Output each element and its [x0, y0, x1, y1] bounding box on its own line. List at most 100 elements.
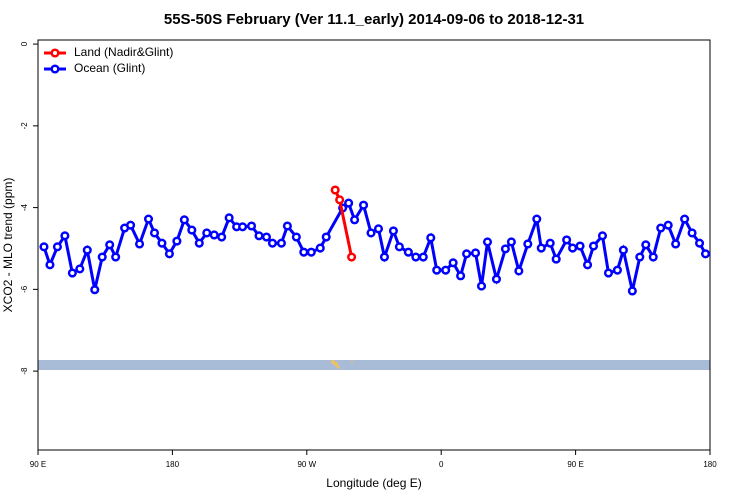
series-line	[42, 200, 707, 292]
point	[671, 239, 681, 249]
point	[411, 252, 421, 262]
point	[568, 243, 578, 253]
point	[388, 226, 398, 236]
point	[224, 213, 234, 223]
y-tick-label: -2	[20, 122, 29, 130]
point	[687, 228, 697, 238]
point	[291, 232, 301, 242]
point	[648, 252, 658, 262]
legend-label: Ocean (Glint)	[74, 61, 145, 75]
point	[164, 249, 174, 259]
point	[694, 238, 705, 248]
point	[680, 214, 690, 224]
point	[254, 231, 264, 241]
point	[330, 185, 340, 195]
x-tick-label: 90 E	[567, 460, 583, 469]
point	[603, 268, 614, 278]
point	[366, 228, 376, 238]
point	[532, 214, 542, 224]
point	[209, 230, 219, 240]
point	[523, 239, 533, 249]
point	[418, 252, 428, 262]
point	[588, 241, 599, 251]
point	[448, 258, 458, 268]
chart-title: 55S-50S February (Ver 11.1_early) 2014-0…	[164, 11, 584, 28]
point	[635, 252, 645, 262]
point	[514, 266, 524, 276]
point	[282, 221, 292, 231]
point	[373, 224, 384, 234]
y-tick-label: 0	[20, 41, 29, 46]
point	[344, 198, 354, 208]
point	[82, 245, 92, 255]
point	[90, 285, 100, 295]
point	[217, 232, 227, 242]
point	[60, 231, 70, 241]
point	[105, 240, 115, 250]
x-tick-label: 90 E	[30, 460, 46, 469]
point	[612, 265, 622, 275]
point	[52, 242, 62, 252]
point	[194, 238, 204, 248]
point	[545, 238, 555, 248]
point	[267, 238, 278, 248]
point	[276, 238, 286, 248]
point	[246, 221, 257, 231]
x-tick-label: 180	[166, 460, 180, 469]
legend-marker	[50, 64, 60, 74]
point	[202, 228, 212, 238]
point	[656, 223, 666, 233]
point	[403, 247, 413, 257]
point	[500, 244, 510, 254]
y-tick-label: -4	[20, 203, 29, 211]
point	[306, 247, 316, 257]
point	[426, 233, 436, 243]
point	[394, 242, 404, 252]
point	[582, 260, 593, 270]
point	[663, 220, 673, 230]
point	[506, 237, 516, 247]
point	[157, 238, 167, 248]
point	[126, 220, 136, 230]
point	[491, 274, 502, 284]
legend-marker	[50, 48, 60, 58]
point	[172, 236, 182, 246]
point	[358, 200, 369, 210]
point	[462, 249, 472, 259]
point	[111, 252, 121, 262]
x-axis-label: Longitude (deg E)	[326, 476, 421, 490]
point	[97, 252, 107, 262]
point	[562, 235, 572, 245]
point	[261, 232, 272, 242]
point	[350, 215, 360, 225]
point	[134, 239, 145, 249]
point	[187, 225, 197, 235]
point	[476, 281, 487, 291]
point	[379, 252, 390, 262]
y-tick-label: -8	[20, 367, 29, 375]
y-tick-label: -6	[20, 285, 29, 293]
point	[67, 268, 77, 278]
legend-label: Land (Nadir&Glint)	[74, 45, 173, 59]
point	[321, 232, 331, 242]
point	[39, 242, 49, 252]
point	[179, 215, 189, 225]
point	[238, 222, 248, 232]
point	[536, 243, 546, 253]
point	[335, 195, 345, 205]
point	[441, 265, 451, 275]
point	[456, 271, 466, 281]
point	[143, 214, 154, 224]
x-tick-label: 0	[439, 460, 444, 469]
point	[597, 231, 608, 241]
point	[149, 228, 160, 238]
point	[627, 286, 637, 296]
x-tick-label: 180	[703, 460, 717, 469]
point	[299, 247, 309, 257]
x-tick-label: 90 W	[297, 460, 316, 469]
point	[347, 252, 357, 262]
point	[470, 248, 481, 258]
point	[315, 243, 325, 253]
point	[700, 249, 711, 259]
